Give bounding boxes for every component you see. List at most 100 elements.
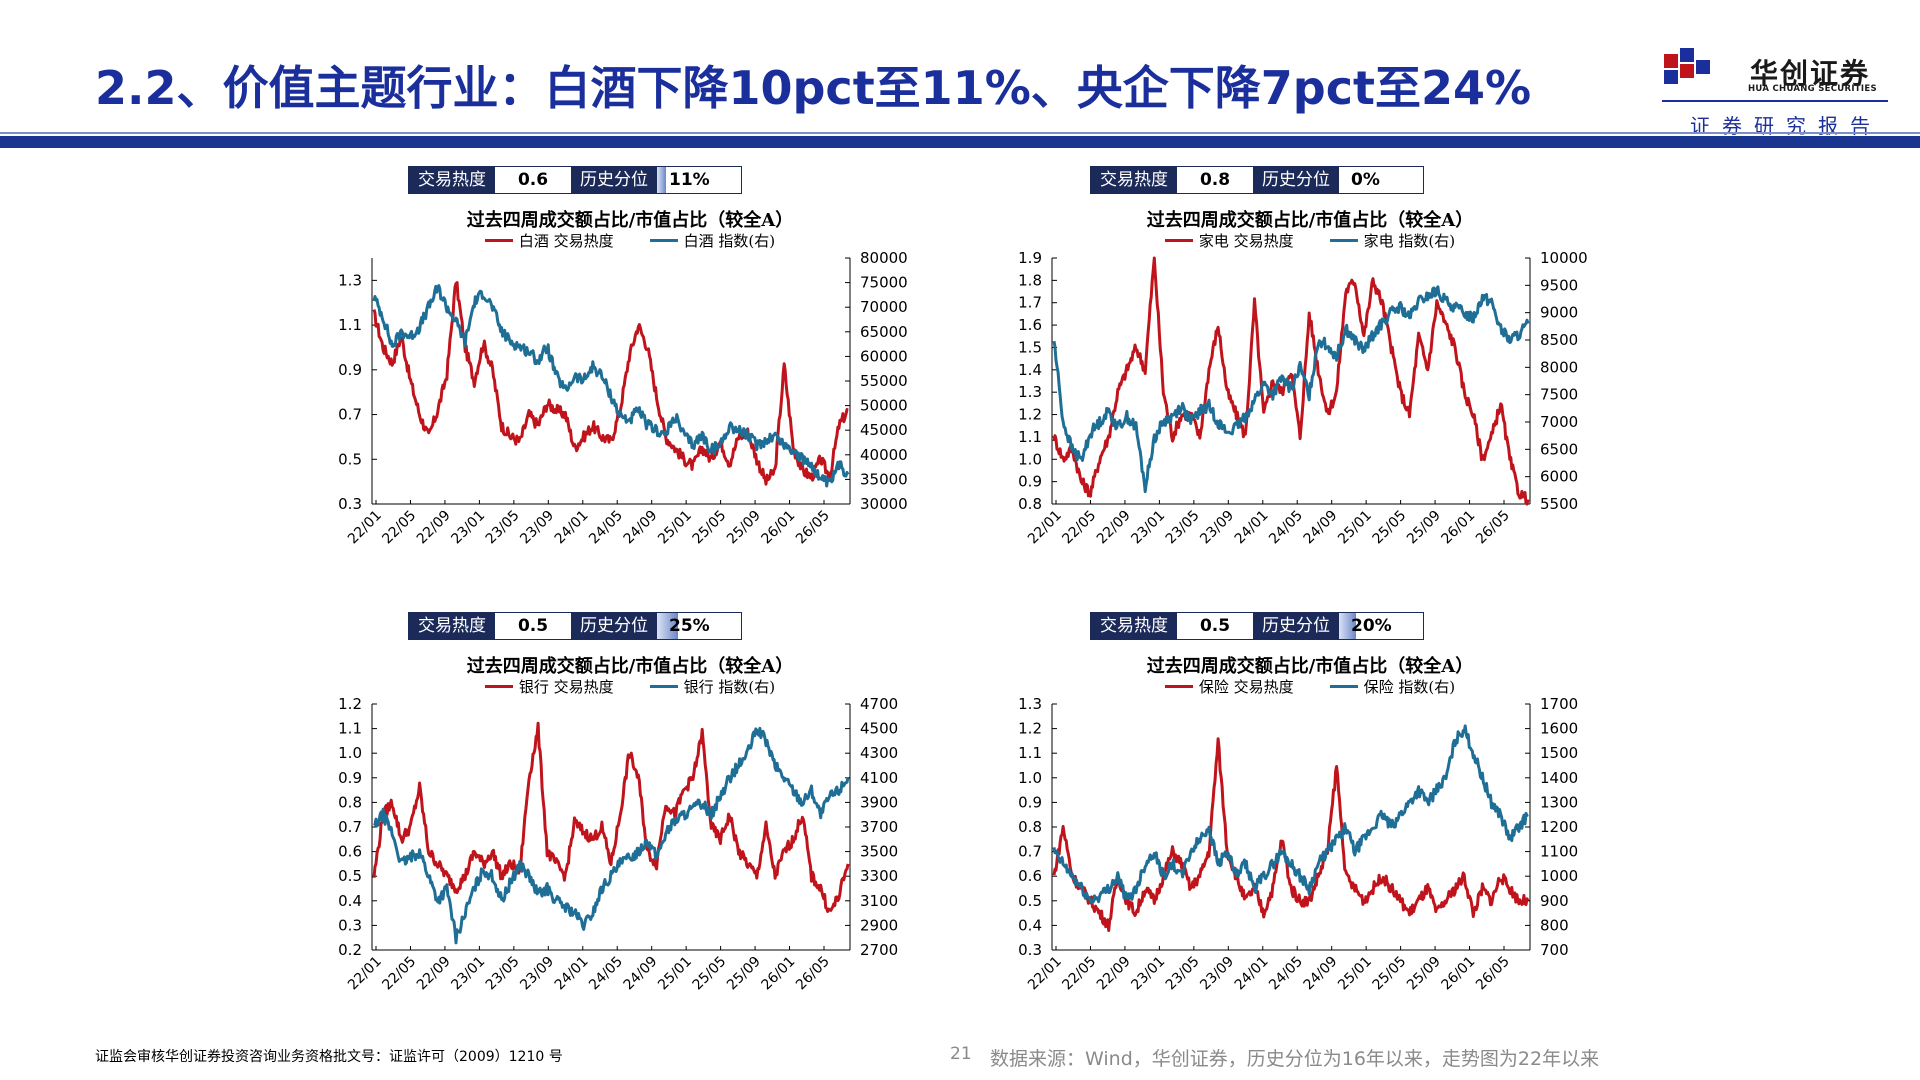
x-tick-label: 23/09 xyxy=(517,508,557,548)
percentile-bar: 20% xyxy=(1339,613,1423,639)
chart-plot: 0.8 0.9 1.0 1.1 1.2 1.3 1.4 1.5 1.6 1.7 1.8 1.9 5500… xyxy=(1018,249,1588,548)
chart-legend: 家电 交易热度 家电 指数(右) xyxy=(990,230,1630,251)
left-tick-label: 0.9 xyxy=(1018,473,1042,491)
x-tick-label: 26/05 xyxy=(793,508,833,548)
x-tick-label: 22/05 xyxy=(1059,508,1099,548)
left-tick-label: 1.2 xyxy=(338,695,362,713)
x-tick-label: 22/09 xyxy=(1094,954,1134,994)
left-tick-label: 0.8 xyxy=(1018,495,1042,513)
x-tick-label: 25/01 xyxy=(655,954,695,994)
x-tick-label: 23/05 xyxy=(1163,954,1203,994)
heat-label: 交易热度 xyxy=(1091,167,1177,193)
x-tick-label: 24/01 xyxy=(552,954,592,994)
left-tick-label: 1.7 xyxy=(1018,294,1042,312)
x-tick-label: 24/05 xyxy=(1266,954,1306,994)
x-tick-label: 25/09 xyxy=(724,954,764,994)
x-tick-label: 26/01 xyxy=(759,508,799,548)
x-tick-label: 23/05 xyxy=(483,508,523,548)
logo-text: 华创证券 xyxy=(1750,57,1871,90)
legend-label: 家电 交易热度 xyxy=(1198,232,1294,250)
left-tick-label: 0.5 xyxy=(338,867,362,885)
percentile-fill xyxy=(657,613,678,639)
left-tick-label: 0.7 xyxy=(338,818,362,836)
chart-plot: 0.3 0.4 0.5 0.6 0.7 0.8 0.9 1.0 1.1 1.2 1.3 700 800 9… xyxy=(1018,695,1578,994)
heat-info-box: 交易热度 0.6 历史分位 11% xyxy=(408,166,742,194)
x-tick-label: 22/01 xyxy=(345,954,385,994)
right-tick-label: 700 xyxy=(1540,941,1569,959)
percentile-value: 0% xyxy=(1351,170,1380,190)
left-tick-label: 0.3 xyxy=(338,495,362,513)
x-tick-label: 26/05 xyxy=(1473,508,1513,548)
right-tick-label: 1000 xyxy=(1540,867,1578,885)
percentile-bar: 11% xyxy=(657,167,741,193)
logo-subtext: HUA CHUANG SECURITIES xyxy=(1748,84,1877,94)
percentile-value: 11% xyxy=(669,170,710,190)
heat-value: 0.8 xyxy=(1177,167,1253,193)
left-tick-label: 1.8 xyxy=(1018,271,1042,289)
left-tick-label: 0.4 xyxy=(1018,916,1042,934)
x-tick-label: 22/01 xyxy=(345,508,385,548)
right-tick-label: 35000 xyxy=(860,470,908,488)
legend-item: 家电 指数(右) xyxy=(1329,230,1455,251)
right-tick-label: 4300 xyxy=(860,744,898,762)
legend-swatch xyxy=(484,685,513,688)
right-tick-label: 1600 xyxy=(1540,720,1578,738)
right-tick-label: 45000 xyxy=(860,421,908,439)
x-tick-label: 26/01 xyxy=(759,954,799,994)
percentile-fill xyxy=(657,167,667,193)
x-tick-label: 26/05 xyxy=(793,954,833,994)
x-tick-label: 22/09 xyxy=(1094,508,1134,548)
x-tick-label: 22/05 xyxy=(1059,954,1099,994)
series-line-index xyxy=(1052,285,1530,494)
heat-info-box: 交易热度 0.8 历史分位 0% xyxy=(1090,166,1424,194)
x-tick-label: 23/05 xyxy=(483,954,523,994)
right-tick-label: 6000 xyxy=(1540,468,1578,486)
legend-label: 银行 指数(右) xyxy=(683,678,776,696)
series-line-index xyxy=(373,726,850,945)
x-tick-label: 24/05 xyxy=(586,954,626,994)
left-tick-label: 0.7 xyxy=(338,406,362,424)
legend-swatch xyxy=(1164,239,1193,242)
legend-item: 家电 交易热度 xyxy=(1164,230,1294,251)
heat-label: 交易热度 xyxy=(1091,613,1177,639)
x-tick-label: 24/09 xyxy=(621,508,661,548)
right-tick-label: 70000 xyxy=(860,298,908,316)
right-tick-label: 40000 xyxy=(860,446,908,464)
right-tick-label: 65000 xyxy=(860,323,908,341)
report-label: 证券研究报告 xyxy=(1690,114,1882,138)
left-tick-label: 1.1 xyxy=(338,316,362,334)
series-line-heat xyxy=(1052,737,1530,932)
x-tick-label: 25/05 xyxy=(1370,954,1410,994)
x-tick-label: 23/09 xyxy=(1197,954,1237,994)
x-tick-label: 25/05 xyxy=(690,508,730,548)
right-tick-label: 9000 xyxy=(1540,304,1578,322)
left-tick-label: 1.3 xyxy=(1018,383,1042,401)
series-line-index xyxy=(372,284,850,488)
x-tick-label: 22/05 xyxy=(379,508,419,548)
logo-mark-icon xyxy=(1664,48,1710,84)
right-tick-label: 80000 xyxy=(860,249,908,267)
left-tick-label: 0.4 xyxy=(338,892,362,910)
left-tick-label: 0.2 xyxy=(338,941,362,959)
percentile-label: 历史分位 xyxy=(1253,167,1339,193)
x-tick-label: 23/01 xyxy=(1128,508,1168,548)
right-tick-label: 8000 xyxy=(1540,358,1578,376)
left-tick-label: 1.3 xyxy=(1018,695,1042,713)
series-line-heat xyxy=(372,721,850,913)
left-tick-label: 0.6 xyxy=(338,843,362,861)
left-tick-label: 1.9 xyxy=(1018,249,1042,267)
left-tick-label: 1.2 xyxy=(1018,406,1042,424)
right-tick-label: 1300 xyxy=(1540,793,1578,811)
percentile-label: 历史分位 xyxy=(571,167,657,193)
right-tick-label: 900 xyxy=(1540,892,1569,910)
percentile-label: 历史分位 xyxy=(1253,613,1339,639)
left-tick-label: 0.9 xyxy=(338,769,362,787)
x-tick-label: 22/09 xyxy=(414,508,454,548)
left-tick-label: 1.1 xyxy=(1018,428,1042,446)
x-tick-label: 25/05 xyxy=(690,954,730,994)
chart-title: 过去四周成交额占比/市值占比（较全A） xyxy=(1146,656,1474,677)
right-tick-label: 7500 xyxy=(1540,386,1578,404)
chart-legend: 保险 交易热度 保险 指数(右) xyxy=(990,676,1630,697)
chart-plot: 0.3 0.5 0.7 0.9 1.1 1.3 30000 35000 40000 45000 50… xyxy=(338,249,908,548)
x-tick-label: 23/01 xyxy=(448,508,488,548)
